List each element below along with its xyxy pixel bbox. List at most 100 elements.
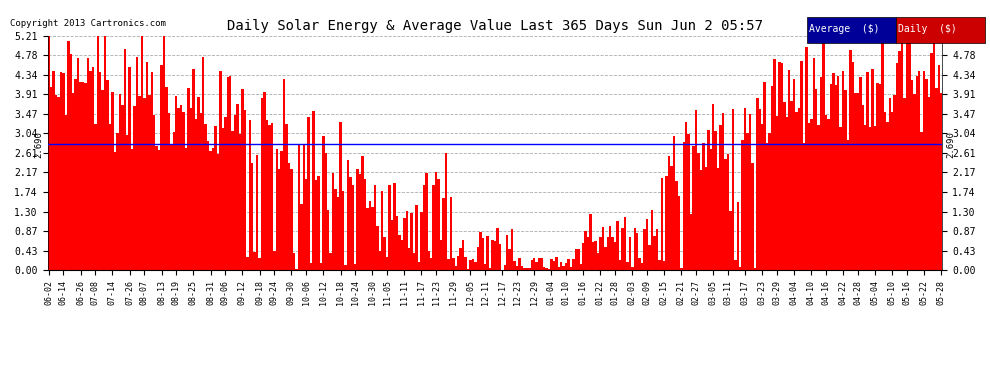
Bar (798, 108, 800, 270)
Bar (290, 169, 293, 270)
Bar (727, 153, 730, 270)
Bar (430, 258, 433, 270)
Bar (157, 150, 160, 270)
Bar (265, 120, 268, 270)
Bar (202, 57, 205, 270)
Bar (393, 183, 396, 270)
Bar (778, 62, 781, 270)
Bar (293, 253, 295, 270)
Bar (165, 87, 167, 270)
Bar (148, 95, 150, 270)
Bar (697, 153, 700, 270)
Bar (660, 178, 663, 270)
Bar (886, 122, 889, 270)
Bar (425, 173, 428, 270)
Bar (87, 57, 89, 270)
Bar (295, 269, 298, 270)
Bar (361, 156, 363, 270)
Bar (928, 98, 931, 270)
Bar (99, 72, 101, 270)
Bar (567, 259, 570, 270)
Bar (298, 145, 300, 270)
Bar (131, 149, 134, 270)
Bar (783, 102, 785, 270)
Bar (506, 235, 509, 270)
Bar (305, 179, 308, 270)
Bar (670, 166, 673, 270)
Bar (624, 217, 627, 270)
Bar (288, 163, 290, 270)
Bar (69, 54, 72, 270)
Bar (129, 67, 131, 270)
Bar (443, 198, 445, 270)
Bar (800, 62, 803, 270)
Bar (710, 149, 712, 270)
Bar (345, 265, 346, 270)
Bar (869, 127, 871, 270)
Bar (702, 143, 705, 270)
Bar (921, 132, 923, 270)
Bar (335, 189, 337, 270)
Bar (396, 216, 398, 270)
Bar (438, 179, 440, 270)
Bar (938, 65, 940, 270)
Bar (72, 93, 74, 270)
Bar (678, 196, 680, 270)
Bar (528, 268, 531, 270)
Bar (413, 253, 416, 270)
Title: Daily Solar Energy & Average Value Last 365 Days Sun Jun 2 05:57: Daily Solar Energy & Average Value Last … (227, 19, 763, 33)
Bar (403, 218, 406, 270)
Bar (391, 220, 393, 270)
Bar (227, 77, 229, 270)
Bar (79, 82, 82, 270)
Bar (162, 36, 165, 270)
Bar (519, 258, 521, 270)
Bar (177, 108, 180, 270)
Bar (435, 172, 438, 270)
Bar (144, 98, 146, 270)
Bar (219, 71, 222, 270)
Bar (538, 258, 541, 270)
Bar (200, 112, 202, 270)
Bar (499, 244, 501, 270)
Bar (653, 236, 655, 270)
Bar (663, 261, 665, 270)
Bar (901, 36, 903, 270)
Bar (732, 109, 734, 270)
Bar (823, 36, 825, 270)
Bar (383, 237, 386, 270)
Bar (381, 192, 383, 270)
Bar (511, 230, 514, 270)
Bar (388, 185, 391, 270)
Bar (258, 258, 260, 270)
Bar (761, 124, 763, 270)
Bar (597, 252, 599, 270)
Bar (808, 123, 810, 270)
Bar (607, 237, 609, 270)
Bar (136, 57, 139, 270)
Bar (536, 262, 538, 270)
Bar (589, 214, 592, 270)
Bar (545, 268, 547, 270)
Bar (756, 98, 758, 270)
Bar (94, 124, 97, 270)
Bar (452, 258, 454, 270)
Bar (533, 258, 536, 270)
Bar (244, 110, 247, 270)
Bar (109, 124, 111, 270)
Bar (788, 70, 790, 270)
Bar (849, 50, 851, 270)
Bar (141, 36, 144, 270)
Bar (50, 87, 52, 270)
Bar (876, 83, 879, 270)
Bar (330, 253, 332, 270)
Bar (795, 112, 798, 270)
Bar (303, 144, 305, 270)
Bar (587, 237, 589, 270)
Bar (212, 148, 214, 270)
Bar (325, 153, 327, 270)
Bar (751, 162, 753, 270)
Bar (467, 269, 469, 270)
Bar (187, 88, 190, 270)
Bar (725, 159, 727, 270)
